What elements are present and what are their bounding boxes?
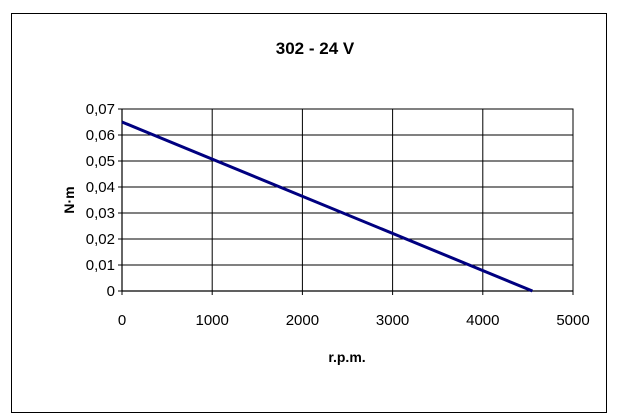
gridlines: [122, 109, 573, 291]
y-axis-title: N·m: [61, 186, 77, 213]
x-tick-label: 4000: [466, 312, 499, 329]
y-tick-label: 0,01: [86, 257, 115, 274]
series-group: [121, 120, 533, 293]
axes: [118, 108, 574, 295]
y-tick-label: 0,06: [86, 127, 115, 144]
x-tick-labels: 0 1000 2000 3000 4000 5000: [118, 312, 590, 329]
y-tick-label: 0,02: [86, 231, 115, 248]
y-tick-label: 0,07: [86, 101, 115, 118]
series-line: [121, 120, 533, 293]
y-tick-label: 0,05: [86, 153, 115, 170]
y-tick-label: 0: [107, 283, 115, 300]
x-axis-title: r.p.m.: [328, 349, 365, 365]
chart-title: 302 - 24 V: [276, 39, 355, 58]
x-tick-label: 1000: [196, 312, 229, 329]
x-tick-label: 0: [118, 312, 126, 329]
x-tick-label: 3000: [376, 312, 409, 329]
y-tick-label: 0,03: [86, 205, 115, 222]
y-tick-labels: 0 0,01 0,02 0,03 0,04 0,05 0,06 0,07: [86, 101, 115, 300]
chart: 302 - 24 V 0 0,01 0,02 0,03 0,04 0,05 0,06 0,07…: [61, 39, 590, 365]
plot-area: [121, 108, 574, 292]
y-tick-label: 0,04: [86, 179, 115, 196]
x-tick-label: 2000: [286, 312, 319, 329]
x-tick-label: 5000: [556, 312, 589, 329]
